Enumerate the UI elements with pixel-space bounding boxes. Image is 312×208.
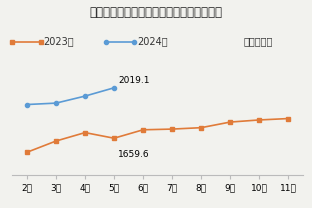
2023年 [83,131,87,134]
2024年 [54,102,58,104]
Line: 2023年: 2023年 [25,116,290,154]
2023年 [199,126,203,129]
2024年 [112,87,116,89]
Text: 全国网络违法和不良信息举报受理总量情况: 全国网络违法和不良信息举报受理总量情况 [90,6,222,19]
2023年 [25,151,29,154]
Line: 2024年: 2024年 [25,86,116,107]
2023年 [257,119,261,121]
Text: 2023年: 2023年 [44,37,74,47]
2023年 [286,117,290,120]
Text: 2019.1: 2019.1 [118,76,150,85]
2023年 [54,140,58,142]
2023年 [112,137,116,140]
Text: 2024年: 2024年 [137,37,168,47]
2024年 [83,95,87,97]
Text: 单位：万件: 单位：万件 [243,37,273,47]
2023年 [170,128,174,130]
Text: 1659.6: 1659.6 [118,150,150,158]
2023年 [228,121,232,123]
2023年 [141,129,145,131]
2024年 [25,103,29,106]
